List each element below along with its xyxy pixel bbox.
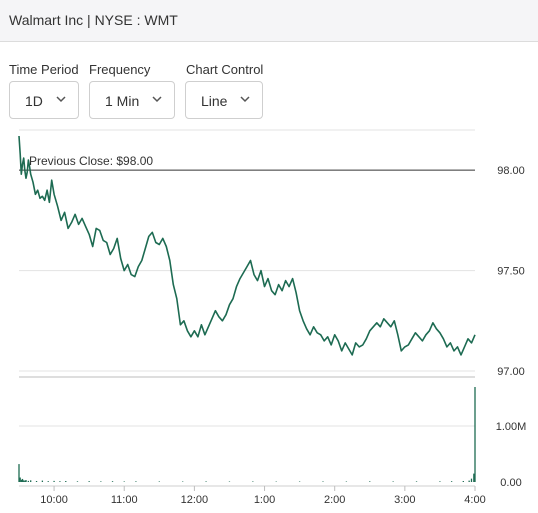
chevron-down-icon bbox=[152, 96, 162, 103]
chevron-down-icon bbox=[240, 96, 250, 103]
price-series-line bbox=[18, 135, 476, 356]
time-period-label: Time Period bbox=[9, 62, 79, 77]
time-tick-label: 12:00 bbox=[181, 494, 209, 506]
volume-axis: 1.00M 0.00 bbox=[496, 421, 527, 489]
volume-bars bbox=[18, 387, 476, 482]
chart-control-value: Line bbox=[201, 93, 228, 109]
price-tick-label: 97.00 bbox=[497, 366, 525, 378]
time-period-value: 1D bbox=[25, 93, 43, 109]
price-axis: 98.00 97.50 97.00 bbox=[497, 165, 525, 378]
frequency-select[interactable]: 1 Min bbox=[89, 81, 175, 119]
grid-lines bbox=[19, 129, 475, 487]
frequency-label: Frequency bbox=[89, 62, 151, 77]
volume-tick-label: 1.00M bbox=[496, 421, 527, 433]
previous-close-label: Previous Close: $98.00 bbox=[29, 154, 153, 168]
chevron-down-icon bbox=[56, 96, 66, 103]
time-tick-label: 10:00 bbox=[40, 494, 68, 506]
time-axis: 10:00 11:00 12:00 1:00 2:00 3:00 4:00 bbox=[40, 486, 486, 506]
volume-tick-label: 0.00 bbox=[500, 477, 521, 489]
time-tick-label: 4:00 bbox=[464, 494, 485, 506]
time-tick-label: 1:00 bbox=[254, 494, 275, 506]
price-tick-label: 98.00 bbox=[497, 165, 525, 177]
price-tick-label: 97.50 bbox=[497, 266, 525, 278]
time-tick-label: 3:00 bbox=[394, 494, 415, 506]
app-header: Walmart Inc | NYSE : WMT bbox=[0, 0, 538, 42]
stock-title: Walmart Inc | NYSE : WMT bbox=[9, 12, 178, 28]
chart-control-select[interactable]: Line bbox=[185, 81, 263, 119]
chart-control-label: Chart Control bbox=[186, 62, 264, 77]
frequency-value: 1 Min bbox=[105, 93, 140, 109]
time-tick-label: 11:00 bbox=[111, 494, 138, 506]
previous-close-reference: Previous Close: $98.00 bbox=[19, 154, 475, 171]
time-period-select[interactable]: 1D bbox=[9, 81, 79, 119]
time-tick-label: 2:00 bbox=[324, 494, 345, 506]
